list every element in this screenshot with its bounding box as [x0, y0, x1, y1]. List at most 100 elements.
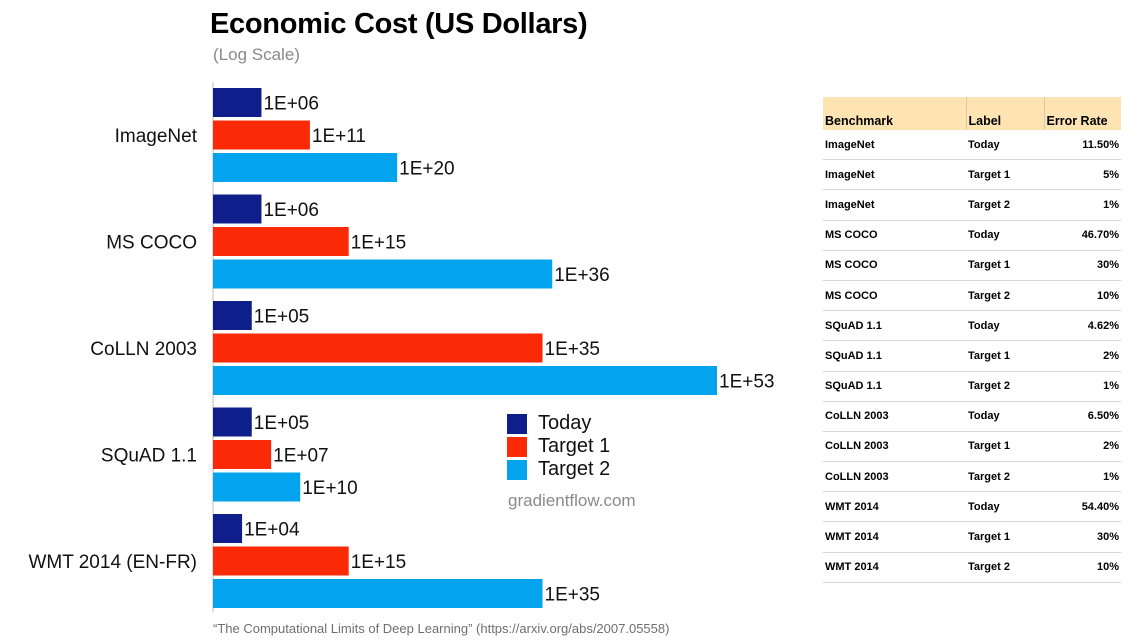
benchmark-cell: CoLLN 2003 [823, 401, 966, 432]
bar [213, 259, 553, 289]
bar [213, 88, 262, 117]
source-citation: “The Computational Limits of Deep Learni… [213, 621, 670, 636]
header-label: Label [965, 97, 1044, 130]
error-rate-cell: 30% [1044, 250, 1121, 281]
legend-label: Target 2 [538, 458, 611, 480]
benchmark-cell: SQuAD 1.1 [823, 371, 966, 402]
bar [213, 333, 543, 363]
table-row: CoLLN 2003 Target 1 2% [823, 431, 1121, 463]
legend-label: Today [538, 412, 592, 434]
category-label: SQuAD 1.1 [101, 446, 197, 467]
error-rate-cell: 1% [1044, 371, 1121, 402]
data-label: 1E+36 [554, 265, 609, 286]
label-cell: Today [966, 491, 1044, 523]
table-row: MS COCO Target 1 30% [823, 250, 1121, 281]
bar [213, 546, 349, 576]
table-row: MS COCO Today 46.70% [823, 220, 1121, 251]
table-header-row: Benchmark Label Error Rate [823, 97, 1121, 130]
legend-label: Target 1 [538, 435, 611, 457]
benchmark-cell: WMT 2014 [823, 521, 966, 553]
legend-item: Today [507, 412, 610, 435]
bar [213, 472, 301, 502]
benchmark-cell: ImageNet [823, 130, 966, 161]
data-label: 1E+05 [254, 413, 309, 434]
table-row: CoLLN 2003 Today 6.50% [823, 401, 1121, 432]
data-label: 1E+10 [302, 478, 357, 499]
error-rate-cell: 2% [1044, 340, 1121, 372]
label-cell: Today [966, 130, 1044, 161]
label-cell: Target 1 [966, 431, 1044, 463]
label-cell: Target 2 [966, 280, 1044, 312]
bar [213, 407, 252, 437]
label-cell: Target 2 [966, 189, 1044, 221]
data-label: 1E+11 [312, 126, 366, 147]
error-rate-cell: 1% [1044, 461, 1121, 493]
error-rate-table-container: Benchmark Label Error Rate ImageNet Today… [823, 97, 1121, 583]
bar [213, 194, 262, 224]
legend-item: Target 2 [507, 458, 610, 481]
category-label: ImageNet [115, 126, 198, 147]
table-row: ImageNet Today 11.50% [823, 130, 1121, 161]
benchmark-cell: MS COCO [823, 250, 966, 281]
table-row: WMT 2014 Target 2 10% [823, 552, 1121, 583]
legend-swatch [507, 436, 527, 457]
error-rate-cell: 6.50% [1044, 401, 1121, 432]
chart-subtitle: (Log Scale) [213, 45, 300, 64]
chart-legend: Today Target 1 Target 2 [507, 412, 610, 481]
table-row: WMT 2014 Target 1 30% [823, 521, 1121, 553]
label-cell: Target 1 [966, 250, 1044, 281]
table-row: SQuAD 1.1 Target 2 1% [823, 371, 1121, 402]
data-label: 1E+06 [263, 200, 318, 221]
label-cell: Target 1 [966, 521, 1044, 553]
benchmark-cell: ImageNet [823, 159, 966, 191]
benchmark-cell: WMT 2014 [823, 491, 966, 523]
error-rate-cell: 4.62% [1044, 310, 1121, 342]
table-row: SQuAD 1.1 Today 4.62% [823, 310, 1121, 342]
label-cell: Today [966, 310, 1044, 342]
error-rate-cell: 10% [1044, 552, 1121, 583]
bar [213, 153, 398, 182]
data-label: 1E+53 [719, 372, 774, 393]
bar [213, 301, 252, 330]
benchmark-cell: CoLLN 2003 [823, 431, 966, 463]
error-rate-cell: 30% [1044, 521, 1121, 553]
data-label: 1E+20 [399, 159, 454, 180]
error-rate-cell: 46.70% [1044, 220, 1121, 251]
bar [213, 579, 543, 608]
data-label: 1E+04 [244, 520, 300, 541]
data-label: 1E+35 [545, 585, 600, 606]
label-cell: Target 2 [966, 461, 1044, 493]
benchmark-cell: ImageNet [823, 189, 966, 221]
data-label: 1E+35 [545, 339, 600, 360]
benchmark-cell: WMT 2014 [823, 552, 966, 583]
benchmark-cell: MS COCO [823, 280, 966, 312]
category-label: CoLLN 2003 [90, 339, 197, 360]
benchmark-cell: SQuAD 1.1 [823, 310, 966, 342]
error-rate-cell: 1% [1044, 189, 1121, 221]
table-row: SQuAD 1.1 Target 1 2% [823, 340, 1121, 372]
legend-swatch [507, 413, 527, 434]
legend-item: Target 1 [507, 435, 610, 458]
benchmark-cell: MS COCO [823, 220, 966, 251]
table-row: ImageNet Target 2 1% [823, 189, 1121, 221]
label-cell: Today [966, 401, 1044, 432]
table-row: ImageNet Target 1 5% [823, 159, 1121, 191]
error-rate-table: Benchmark Label Error Rate ImageNet Today… [823, 97, 1121, 583]
table-row: WMT 2014 Today 54.40% [823, 491, 1121, 523]
category-label: WMT 2014 (EN-FR) [28, 552, 197, 573]
error-rate-cell: 10% [1044, 280, 1121, 312]
header-benchmark: Benchmark [823, 97, 966, 130]
data-label: 1E+15 [351, 233, 406, 254]
bar-chart: ImageNet 1E+06 1E+11 1E+20 MS COCO 1E+06 1E+15… [28, 82, 774, 612]
label-cell: Target 1 [966, 159, 1044, 191]
label-cell: Today [966, 220, 1044, 251]
data-label: 1E+06 [263, 94, 318, 115]
bar [213, 366, 717, 395]
label-cell: Target 2 [966, 552, 1044, 583]
data-label: 1E+15 [351, 552, 406, 573]
table-body: ImageNet Today 11.50% ImageNet Target 1 5% Ima… [823, 130, 1121, 583]
error-rate-cell: 11.50% [1044, 130, 1121, 161]
error-rate-cell: 2% [1044, 431, 1121, 463]
data-label: 1E+07 [273, 446, 328, 467]
benchmark-cell: CoLLN 2003 [823, 461, 966, 493]
